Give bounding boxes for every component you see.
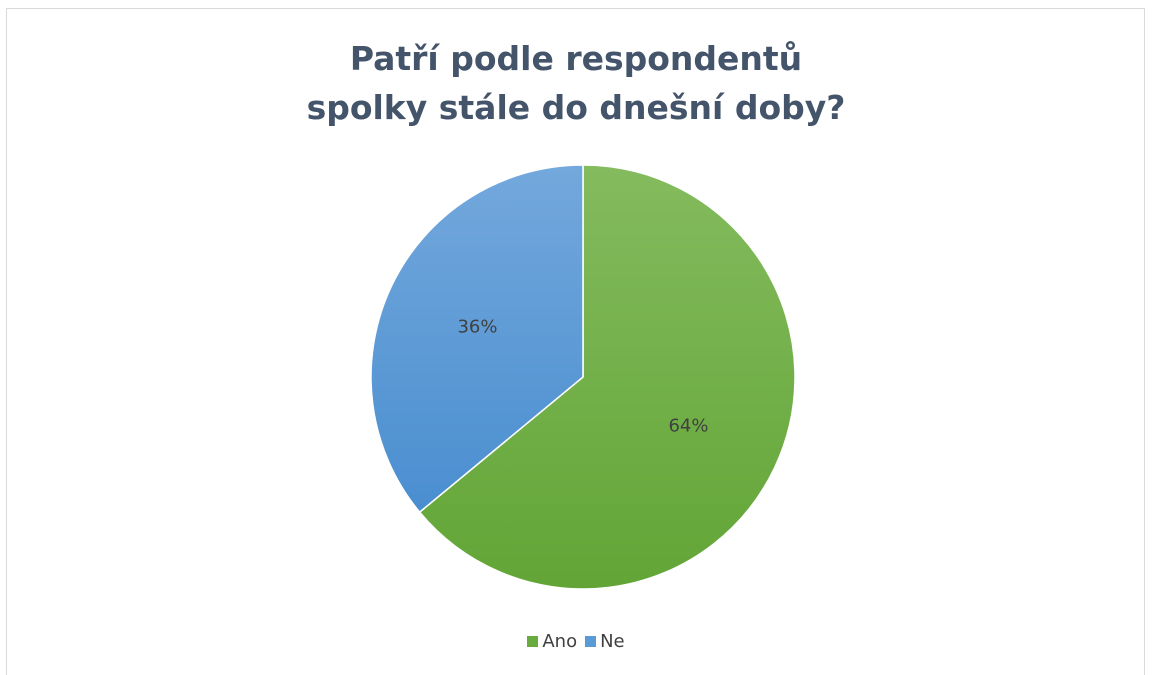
legend-label-ne: Ne <box>600 631 625 652</box>
legend-item-ano: Ano <box>527 631 577 652</box>
data-label-ano: 64% <box>668 416 708 437</box>
chart-legend: Ano Ne <box>0 631 1152 652</box>
chart-title: Patří podle respondentů spolky stále do … <box>306 39 846 127</box>
legend-label-ano: Ano <box>542 631 578 652</box>
data-label-ne: 36% <box>457 316 497 337</box>
legend-swatch-ne <box>585 636 597 647</box>
pie-slices <box>370 164 796 590</box>
legend-swatch-ano <box>527 636 539 647</box>
pie-data-labels: 64% 36% <box>457 316 708 436</box>
legend-item-ne: Ne <box>585 631 625 652</box>
pie-slice-ne <box>370 164 584 514</box>
pie-slice-ano <box>418 164 796 590</box>
